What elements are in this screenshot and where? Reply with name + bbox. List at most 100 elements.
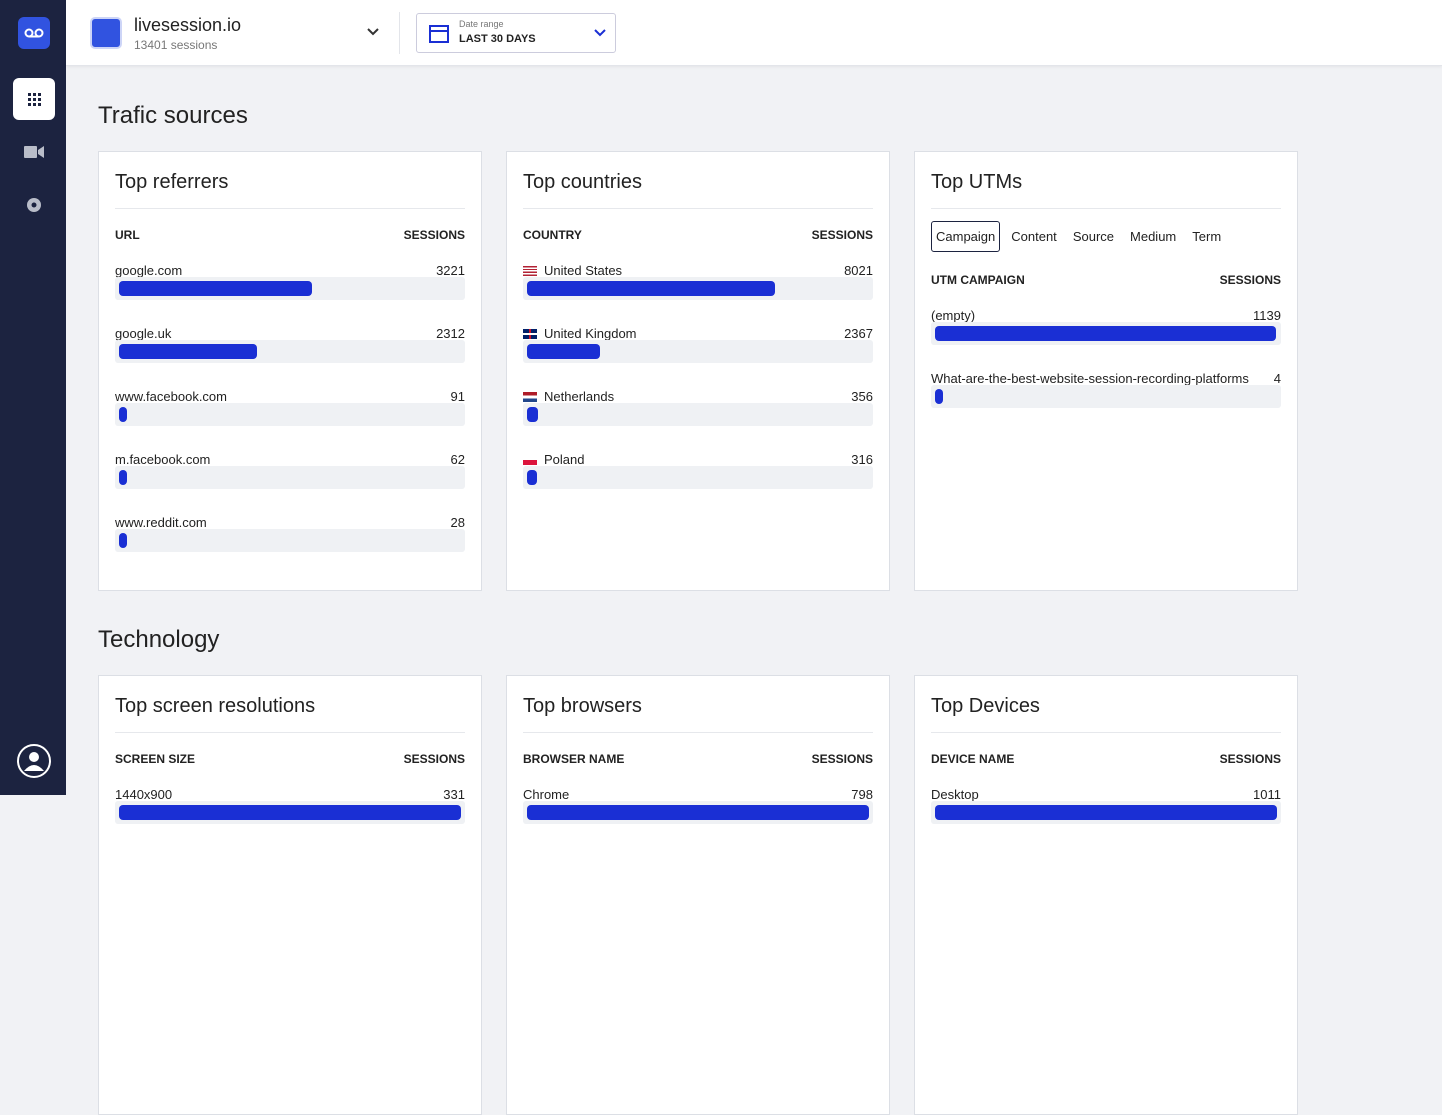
bar xyxy=(935,805,1277,820)
row-value: 3221 xyxy=(436,263,465,278)
column-header: SESSIONS xyxy=(1219,752,1281,766)
bar-track xyxy=(115,277,465,300)
row-label-text: Poland xyxy=(544,452,585,467)
flag-icon xyxy=(523,329,537,339)
divider xyxy=(931,732,1281,733)
divider xyxy=(523,732,873,733)
card-title: Top Devices xyxy=(931,695,1040,717)
row-label: (empty) xyxy=(931,308,975,323)
column-headers: SCREEN SIZE SESSIONS xyxy=(115,752,465,766)
row-label-text: google.uk xyxy=(115,326,172,341)
flag-icon xyxy=(523,266,537,276)
column-header: SESSIONS xyxy=(811,228,873,242)
bar-track xyxy=(115,529,465,552)
nav-settings[interactable] xyxy=(24,195,44,215)
date-range[interactable]: Date range LAST 30 DAYS xyxy=(416,13,616,53)
card-title: Top UTMs xyxy=(931,171,1023,193)
card: Top screen resolutions SCREEN SIZE SESSION… xyxy=(98,675,482,1115)
tab[interactable]: Campaign xyxy=(931,221,1001,252)
column-header: SESSIONS xyxy=(811,752,873,766)
site-dropdown[interactable] xyxy=(366,27,380,37)
calendar-icon xyxy=(429,25,449,43)
row-label: google.uk xyxy=(115,326,171,341)
table-row: (empty) 1139 xyxy=(931,308,1281,358)
nav-account[interactable] xyxy=(16,743,52,779)
date-dropdown xyxy=(594,29,606,37)
nav-dashboard[interactable] xyxy=(13,78,55,120)
row-value: 8021 xyxy=(844,263,873,278)
column-header: DEVICE NAME xyxy=(931,752,1015,766)
column-header: UTM CAMPAIGN xyxy=(931,273,1025,287)
card-title: Top countries xyxy=(523,171,642,193)
flag-icon xyxy=(523,455,537,465)
bar xyxy=(119,533,127,548)
table-row: www.facebook.com 91 xyxy=(115,389,465,439)
tab[interactable]: Medium xyxy=(1130,229,1177,244)
table-row: m.facebook.com 62 xyxy=(115,452,465,502)
column-header: SESSIONS xyxy=(403,228,465,242)
bar xyxy=(935,326,1276,341)
table-row: www.reddit.com 28 xyxy=(115,515,465,565)
row-label-text: United States xyxy=(544,263,623,278)
tab[interactable]: Content xyxy=(1011,229,1057,244)
bar-track xyxy=(115,466,465,489)
card-title: Top screen resolutions xyxy=(115,695,316,717)
row-value: 1139 xyxy=(1253,308,1281,323)
bar-track xyxy=(523,340,873,363)
row-value: 28 xyxy=(450,515,465,530)
row-label: Netherlands xyxy=(523,389,614,404)
bar xyxy=(527,344,601,359)
tab[interactable]: Term xyxy=(1192,229,1222,244)
bar xyxy=(527,805,869,820)
column-headers: BROWSER NAME SESSIONS xyxy=(523,752,873,766)
row-value: 2367 xyxy=(844,326,873,341)
row-label-text: United Kingdom xyxy=(544,326,637,341)
bar-track xyxy=(523,277,873,300)
section-title: Technology xyxy=(98,626,220,653)
row-value: 2312 xyxy=(436,326,465,341)
divider xyxy=(115,208,465,209)
logo[interactable] xyxy=(18,17,50,49)
table-row: Poland 316 xyxy=(523,452,873,502)
row-value: 62 xyxy=(450,452,465,467)
card: Top UTMs Campaign Content Source Medium Term U… xyxy=(914,151,1298,591)
section-title: Trafic sources xyxy=(98,102,248,129)
row-label-text: google.com xyxy=(115,263,183,278)
bar xyxy=(527,407,538,422)
row-value: 4 xyxy=(1273,371,1281,386)
session-count: 13401 sessions xyxy=(134,38,218,52)
bar xyxy=(119,805,461,820)
bar xyxy=(935,389,943,404)
grid-icon xyxy=(28,93,41,106)
card: Top Devices DEVICE NAME SESSIONS Desktop 101… xyxy=(914,675,1298,1115)
card-title: Top browsers xyxy=(523,695,642,717)
flag-icon xyxy=(523,392,537,402)
table-row: google.com 3221 xyxy=(115,263,465,313)
nav-recordings[interactable] xyxy=(23,144,45,160)
card: Top browsers BROWSER NAME SESSIONS Chrome 79… xyxy=(506,675,890,1115)
row-label: www.reddit.com xyxy=(115,515,207,530)
bar xyxy=(119,281,312,296)
row-label: United Kingdom xyxy=(523,326,637,341)
row-label: United States xyxy=(523,263,622,278)
top-bar: livesession.io 13401 sessions Date range… xyxy=(66,0,1442,66)
site-name[interactable]: livesession.io xyxy=(134,15,242,35)
bar-track xyxy=(115,403,465,426)
column-header: URL xyxy=(115,228,140,242)
tab[interactable]: Source xyxy=(1072,229,1115,244)
row-label-text: www.reddit.com xyxy=(115,515,207,530)
bar xyxy=(119,407,127,422)
bar-track xyxy=(115,801,465,824)
table-row: Netherlands 356 xyxy=(523,389,873,439)
column-headers: COUNTRY SESSIONS xyxy=(523,228,873,242)
separator xyxy=(399,12,400,54)
row-label-text: www.facebook.com xyxy=(115,389,227,404)
column-header: BROWSER NAME xyxy=(523,752,625,766)
bar-track xyxy=(523,801,873,824)
sidebar xyxy=(0,0,66,795)
row-label: Poland xyxy=(523,452,584,467)
row-value: 356 xyxy=(851,389,873,404)
table-row: What-are-the-best-website-session-record… xyxy=(931,371,1281,421)
